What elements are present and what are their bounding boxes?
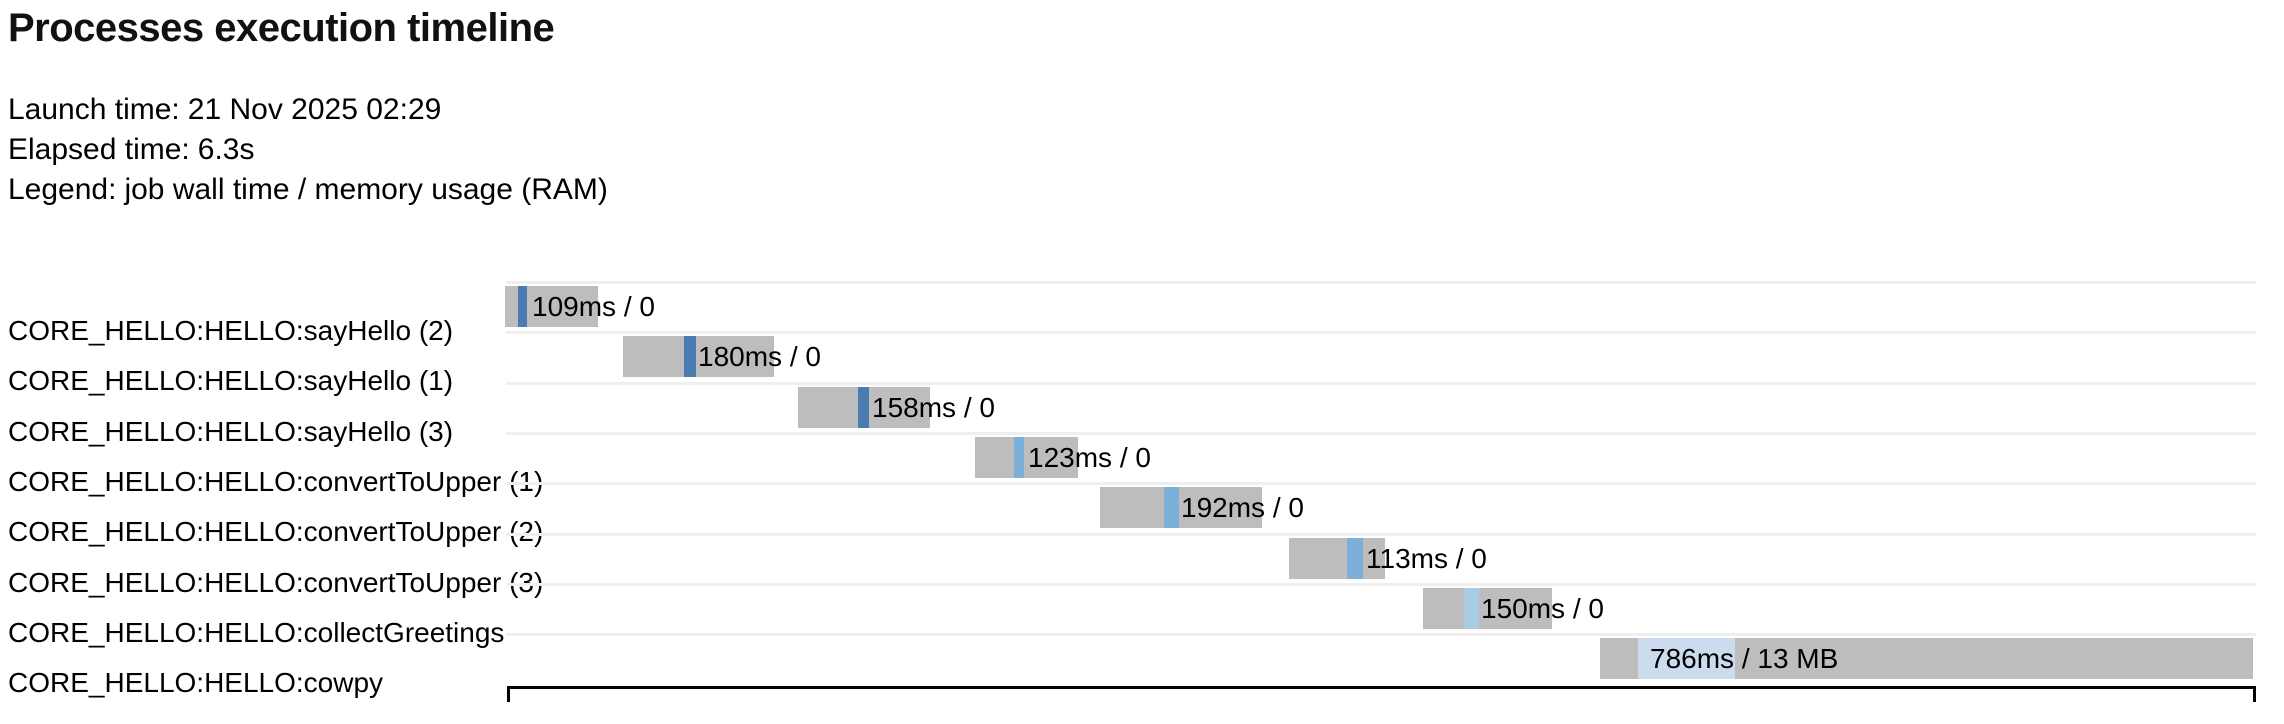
task-duration-label: 123ms / 0 bbox=[1028, 442, 1151, 473]
launch-time-label: Launch time: bbox=[8, 93, 180, 126]
task-bar[interactable] bbox=[623, 336, 774, 377]
task-run-segment bbox=[1164, 487, 1179, 528]
task-run-segment bbox=[684, 336, 696, 377]
task-run-segment bbox=[858, 387, 869, 428]
process-name-label: CORE_HELLO:HELLO:collectGreetings bbox=[8, 617, 505, 648]
row-separator bbox=[506, 432, 2256, 435]
row-separator bbox=[506, 533, 2256, 536]
row-separator bbox=[506, 583, 2256, 586]
elapsed-time-value: 6.3s bbox=[197, 133, 255, 166]
process-name-label: CORE_HELLO:HELLO:convertToUpper (1) bbox=[8, 466, 544, 497]
process-name-label: CORE_HELLO:HELLO:sayHello (1) bbox=[8, 365, 454, 396]
cropped-bottom-panel-border bbox=[507, 686, 2256, 702]
legend-line: Legend: job wall time / memory usage (RAM… bbox=[8, 170, 608, 210]
task-bar[interactable] bbox=[1600, 638, 2253, 679]
task-run-segment bbox=[1347, 538, 1363, 579]
task-bar[interactable] bbox=[1423, 588, 1552, 629]
elapsed-time-line: Elapsed time: 6.3s bbox=[8, 130, 608, 170]
row-separator bbox=[506, 482, 2256, 485]
legend-value: job wall time / memory usage (RAM) bbox=[124, 173, 608, 206]
task-duration-label: 158ms / 0 bbox=[872, 392, 995, 423]
process-name-label: CORE_HELLO:HELLO:cowpy bbox=[8, 667, 384, 698]
task-duration-label: 786ms / 13 MB bbox=[1650, 643, 1839, 674]
task-bar[interactable] bbox=[1289, 538, 1385, 579]
task-duration-label: 113ms / 0 bbox=[1366, 543, 1487, 574]
task-run-segment bbox=[1638, 638, 1735, 679]
task-duration-label: 192ms / 0 bbox=[1181, 492, 1304, 523]
task-duration-label: 150ms / 0 bbox=[1481, 593, 1604, 624]
task-run-segment bbox=[1014, 437, 1024, 478]
process-name-label: CORE_HELLO:HELLO:convertToUpper (2) bbox=[8, 516, 544, 547]
row-separator bbox=[506, 382, 2256, 385]
legend-label: Legend: bbox=[8, 173, 117, 206]
task-run-segment bbox=[518, 286, 527, 327]
launch-time-value: 21 Nov 2025 02:29 bbox=[187, 93, 442, 126]
process-name-label: CORE_HELLO:HELLO:sayHello (3) bbox=[8, 416, 454, 447]
task-bar[interactable] bbox=[975, 437, 1078, 478]
task-bar[interactable] bbox=[505, 286, 598, 327]
row-separator bbox=[506, 281, 2256, 284]
task-bar[interactable] bbox=[798, 387, 930, 428]
task-run-segment bbox=[1464, 588, 1479, 629]
launch-time-line: Launch time: 21 Nov 2025 02:29 bbox=[8, 90, 608, 130]
row-separator bbox=[506, 331, 2256, 334]
row-separator bbox=[506, 633, 2256, 636]
task-duration-label: 180ms / 0 bbox=[698, 341, 821, 372]
elapsed-time-label: Elapsed time: bbox=[8, 133, 190, 166]
report-meta: Launch time: 21 Nov 2025 02:29 Elapsed ti… bbox=[8, 90, 608, 210]
task-duration-label: 109ms / 0 bbox=[532, 291, 655, 322]
process-name-label: CORE_HELLO:HELLO:convertToUpper (3) bbox=[8, 567, 544, 598]
page-title: Processes execution timeline bbox=[8, 6, 555, 50]
process-name-label: CORE_HELLO:HELLO:sayHello (2) bbox=[8, 315, 454, 346]
task-bar[interactable] bbox=[1100, 487, 1262, 528]
